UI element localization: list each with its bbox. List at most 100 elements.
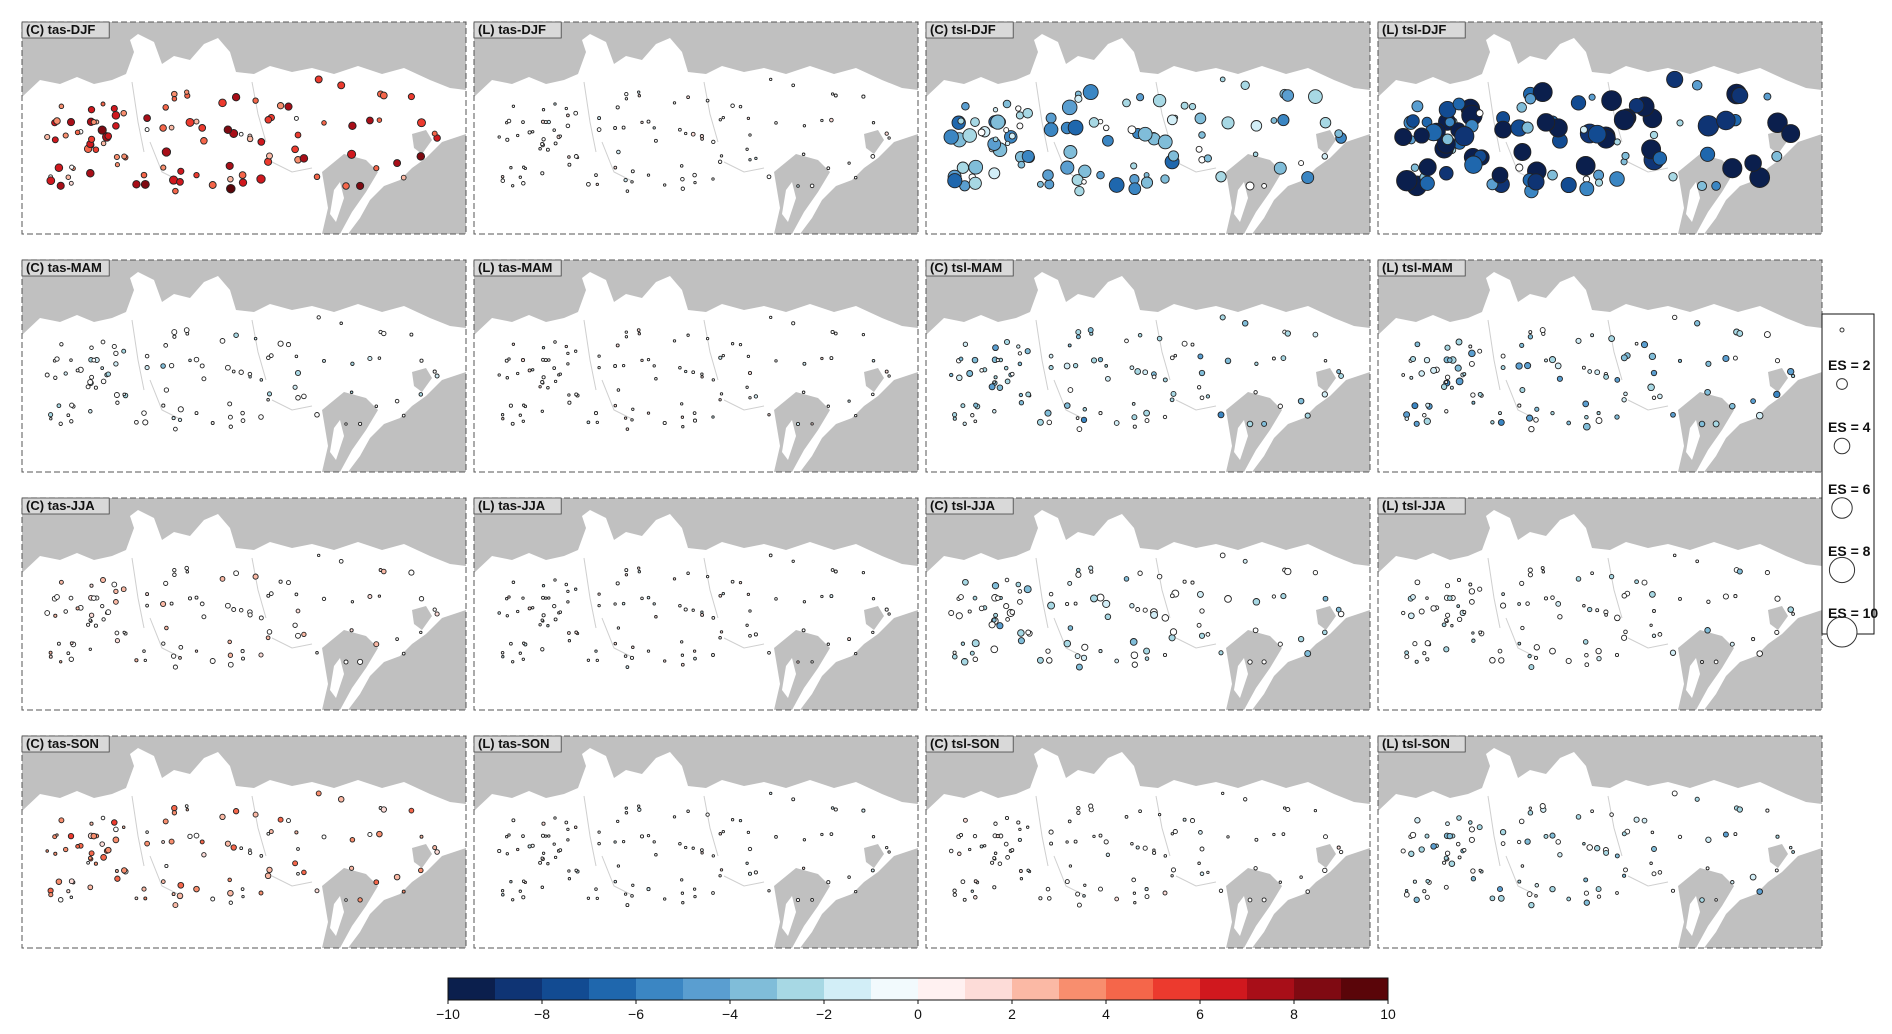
station-marker <box>239 846 244 851</box>
station-marker <box>168 124 175 131</box>
station-marker <box>791 797 796 802</box>
station-marker <box>1063 362 1071 370</box>
station-marker <box>745 147 749 151</box>
station-marker <box>1247 897 1253 903</box>
station-marker <box>624 568 629 573</box>
station-marker <box>1128 182 1142 196</box>
station-marker <box>1478 630 1483 635</box>
station-marker <box>286 818 291 824</box>
station-marker <box>1261 183 1267 189</box>
station-marker <box>199 601 205 607</box>
station-marker <box>961 102 970 111</box>
station-marker <box>745 385 749 389</box>
station-marker <box>1406 114 1420 128</box>
station-marker <box>767 413 771 417</box>
station-marker <box>1705 836 1712 843</box>
station-marker <box>509 641 513 646</box>
station-marker <box>637 90 641 94</box>
panel-title: (C) tas-MAM <box>26 260 102 275</box>
panel-title: (C) tsl-DJF <box>930 22 996 37</box>
station-marker <box>1524 93 1537 105</box>
station-marker <box>748 396 752 400</box>
station-marker <box>121 867 128 874</box>
station-marker <box>144 353 150 359</box>
station-marker <box>1471 638 1476 643</box>
station-marker <box>1526 414 1534 422</box>
station-marker <box>1471 400 1476 405</box>
station-marker <box>162 818 169 825</box>
station-marker <box>1009 609 1016 615</box>
station-marker <box>1065 601 1070 607</box>
station-marker <box>829 356 834 361</box>
station-marker <box>1440 383 1448 390</box>
station-marker <box>1603 374 1609 380</box>
station-marker <box>801 152 806 157</box>
station-marker <box>810 660 814 664</box>
station-marker <box>566 600 570 604</box>
station-marker <box>871 121 876 125</box>
station-marker <box>521 895 526 900</box>
station-marker <box>1549 885 1556 893</box>
station-marker <box>356 181 365 190</box>
station-marker <box>1199 608 1205 614</box>
station-marker <box>646 595 651 600</box>
station-marker <box>68 595 74 601</box>
station-marker <box>177 417 183 423</box>
station-marker <box>1170 874 1174 878</box>
station-marker <box>833 569 838 574</box>
station-marker <box>1169 628 1178 636</box>
station-marker <box>374 404 379 408</box>
map-panel: (L) tsl-JJA <box>1377 497 1823 711</box>
station-marker <box>995 834 1000 839</box>
station-marker <box>1621 151 1630 160</box>
station-marker <box>957 851 962 857</box>
station-marker <box>294 131 302 139</box>
station-marker <box>700 612 705 617</box>
station-marker <box>1539 803 1546 810</box>
station-marker <box>1413 127 1430 144</box>
station-marker <box>1586 844 1593 851</box>
station-marker <box>1048 353 1054 359</box>
station-marker <box>1722 831 1729 838</box>
station-marker <box>115 400 120 405</box>
station-marker <box>718 355 723 360</box>
station-marker <box>1478 868 1482 873</box>
station-marker <box>1173 353 1178 358</box>
station-marker <box>623 892 628 896</box>
station-marker <box>613 165 618 170</box>
station-marker <box>87 884 94 891</box>
station-marker <box>1448 860 1456 867</box>
station-marker <box>672 339 677 343</box>
station-marker <box>1468 349 1476 358</box>
station-marker <box>1082 894 1086 898</box>
station-marker <box>992 380 996 384</box>
station-marker <box>613 641 618 646</box>
station-marker <box>1136 93 1145 102</box>
station-marker <box>1122 98 1131 108</box>
station-marker <box>1308 89 1323 104</box>
station-marker <box>1182 817 1187 822</box>
station-marker <box>1063 639 1072 648</box>
station-marker <box>833 93 838 98</box>
station-marker <box>511 104 516 108</box>
station-marker <box>248 375 252 379</box>
station-marker <box>1669 649 1677 656</box>
station-marker <box>624 330 628 334</box>
station-marker <box>595 658 599 663</box>
station-marker <box>1410 594 1416 600</box>
station-marker <box>1010 371 1015 377</box>
station-marker <box>1528 806 1532 810</box>
station-marker <box>1403 891 1410 898</box>
station-marker <box>1774 595 1781 602</box>
station-marker <box>593 411 599 416</box>
station-marker <box>990 860 995 865</box>
station-marker <box>394 398 400 404</box>
station-marker <box>639 834 645 839</box>
station-marker <box>1190 580 1195 585</box>
station-marker <box>768 553 773 558</box>
station-marker <box>1608 573 1615 580</box>
station-marker <box>321 596 327 602</box>
station-marker <box>1135 607 1141 612</box>
station-marker <box>416 152 426 161</box>
station-marker <box>1408 850 1415 857</box>
